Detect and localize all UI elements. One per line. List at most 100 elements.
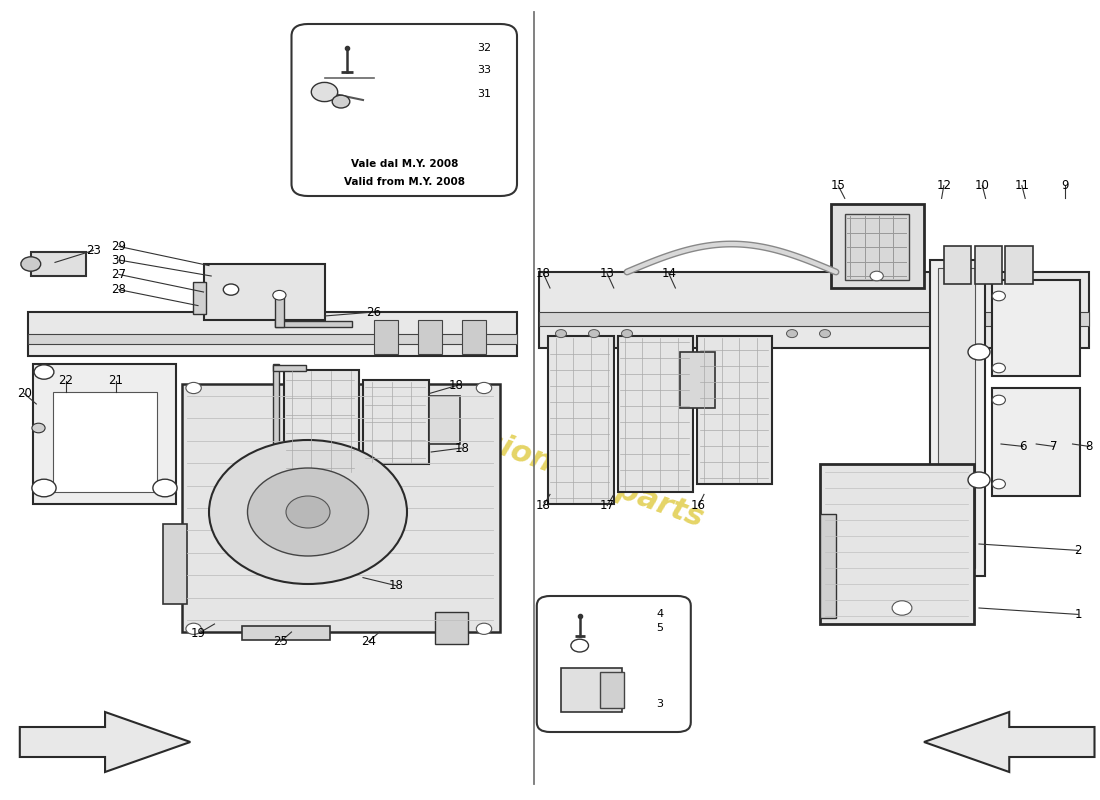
Text: 8: 8 <box>1086 440 1092 453</box>
FancyBboxPatch shape <box>292 24 517 196</box>
Bar <box>539 272 1089 348</box>
Circle shape <box>892 601 912 615</box>
Bar <box>1005 246 1033 284</box>
Bar <box>204 264 324 320</box>
Text: 18: 18 <box>536 267 551 280</box>
Text: 7: 7 <box>1050 440 1057 453</box>
Bar <box>273 364 279 488</box>
Bar <box>192 282 206 314</box>
Circle shape <box>621 330 632 338</box>
Text: 28: 28 <box>111 283 126 296</box>
Bar <box>182 384 501 632</box>
Text: 19: 19 <box>190 627 206 640</box>
Text: 14: 14 <box>661 267 676 280</box>
Circle shape <box>311 82 338 102</box>
Circle shape <box>186 382 201 394</box>
Circle shape <box>820 330 830 338</box>
Text: 15: 15 <box>830 179 846 192</box>
Bar <box>548 336 614 504</box>
Text: 33: 33 <box>477 66 491 75</box>
Circle shape <box>476 382 492 394</box>
Bar <box>845 214 909 280</box>
Circle shape <box>571 639 588 652</box>
Text: 31: 31 <box>477 90 491 99</box>
Bar <box>680 352 715 408</box>
Bar <box>273 480 293 528</box>
Circle shape <box>992 363 1005 373</box>
Text: Valid from M.Y. 2008: Valid from M.Y. 2008 <box>343 177 464 186</box>
Circle shape <box>332 95 350 108</box>
Text: 4: 4 <box>657 609 663 618</box>
Bar <box>275 295 284 327</box>
Bar <box>697 336 772 484</box>
Text: 13: 13 <box>600 267 615 280</box>
Bar <box>284 370 359 474</box>
Circle shape <box>209 440 407 584</box>
Text: 26: 26 <box>366 306 382 318</box>
Circle shape <box>153 479 177 497</box>
Polygon shape <box>20 712 190 772</box>
Text: 9: 9 <box>1062 179 1068 192</box>
Text: 3: 3 <box>657 699 663 709</box>
Circle shape <box>992 395 1005 405</box>
Text: 12: 12 <box>936 179 952 192</box>
Bar <box>33 364 176 504</box>
Bar <box>242 626 330 640</box>
Circle shape <box>21 257 41 271</box>
Bar <box>539 312 1089 326</box>
Circle shape <box>32 423 45 433</box>
Circle shape <box>992 291 1005 301</box>
Bar <box>31 252 86 276</box>
Text: 11: 11 <box>1014 179 1030 192</box>
Text: 32: 32 <box>477 43 491 53</box>
Circle shape <box>786 330 798 338</box>
Circle shape <box>286 496 330 528</box>
Circle shape <box>32 479 56 497</box>
Text: 27: 27 <box>111 268 126 281</box>
Bar <box>830 204 924 288</box>
Circle shape <box>248 468 368 556</box>
Text: 18: 18 <box>449 379 464 392</box>
Polygon shape <box>924 712 1094 772</box>
Circle shape <box>476 623 492 634</box>
Text: 1: 1 <box>1075 608 1081 621</box>
Circle shape <box>34 365 54 379</box>
Text: 22: 22 <box>58 374 74 387</box>
Text: 20: 20 <box>16 387 32 400</box>
Bar <box>363 380 429 464</box>
Bar <box>275 321 352 327</box>
Bar <box>992 388 1080 496</box>
Circle shape <box>968 344 990 360</box>
Bar <box>53 392 157 492</box>
Bar <box>462 320 486 354</box>
Text: Vale dal M.Y. 2008: Vale dal M.Y. 2008 <box>351 159 458 169</box>
Text: 10: 10 <box>975 179 990 192</box>
Bar <box>163 524 187 604</box>
Bar <box>273 482 306 488</box>
Bar <box>820 514 836 618</box>
Bar <box>930 260 984 576</box>
Bar <box>975 246 1002 284</box>
Circle shape <box>870 271 883 281</box>
Bar <box>429 396 460 444</box>
Bar <box>434 612 468 644</box>
Bar <box>944 246 971 284</box>
Circle shape <box>968 472 990 488</box>
Text: 18: 18 <box>454 442 470 454</box>
Bar <box>618 336 693 492</box>
Text: 2: 2 <box>1075 544 1081 557</box>
Text: 18: 18 <box>536 499 551 512</box>
Text: 23: 23 <box>86 244 101 257</box>
Text: 21: 21 <box>108 374 123 387</box>
Text: 29: 29 <box>111 240 126 253</box>
Bar <box>992 280 1080 376</box>
Bar <box>273 365 306 371</box>
Bar <box>374 320 398 354</box>
Bar <box>600 672 624 708</box>
Bar <box>28 312 517 356</box>
Circle shape <box>588 330 600 338</box>
Text: 25: 25 <box>273 635 288 648</box>
Text: 5: 5 <box>657 623 663 633</box>
Circle shape <box>186 623 201 634</box>
Circle shape <box>556 330 566 338</box>
